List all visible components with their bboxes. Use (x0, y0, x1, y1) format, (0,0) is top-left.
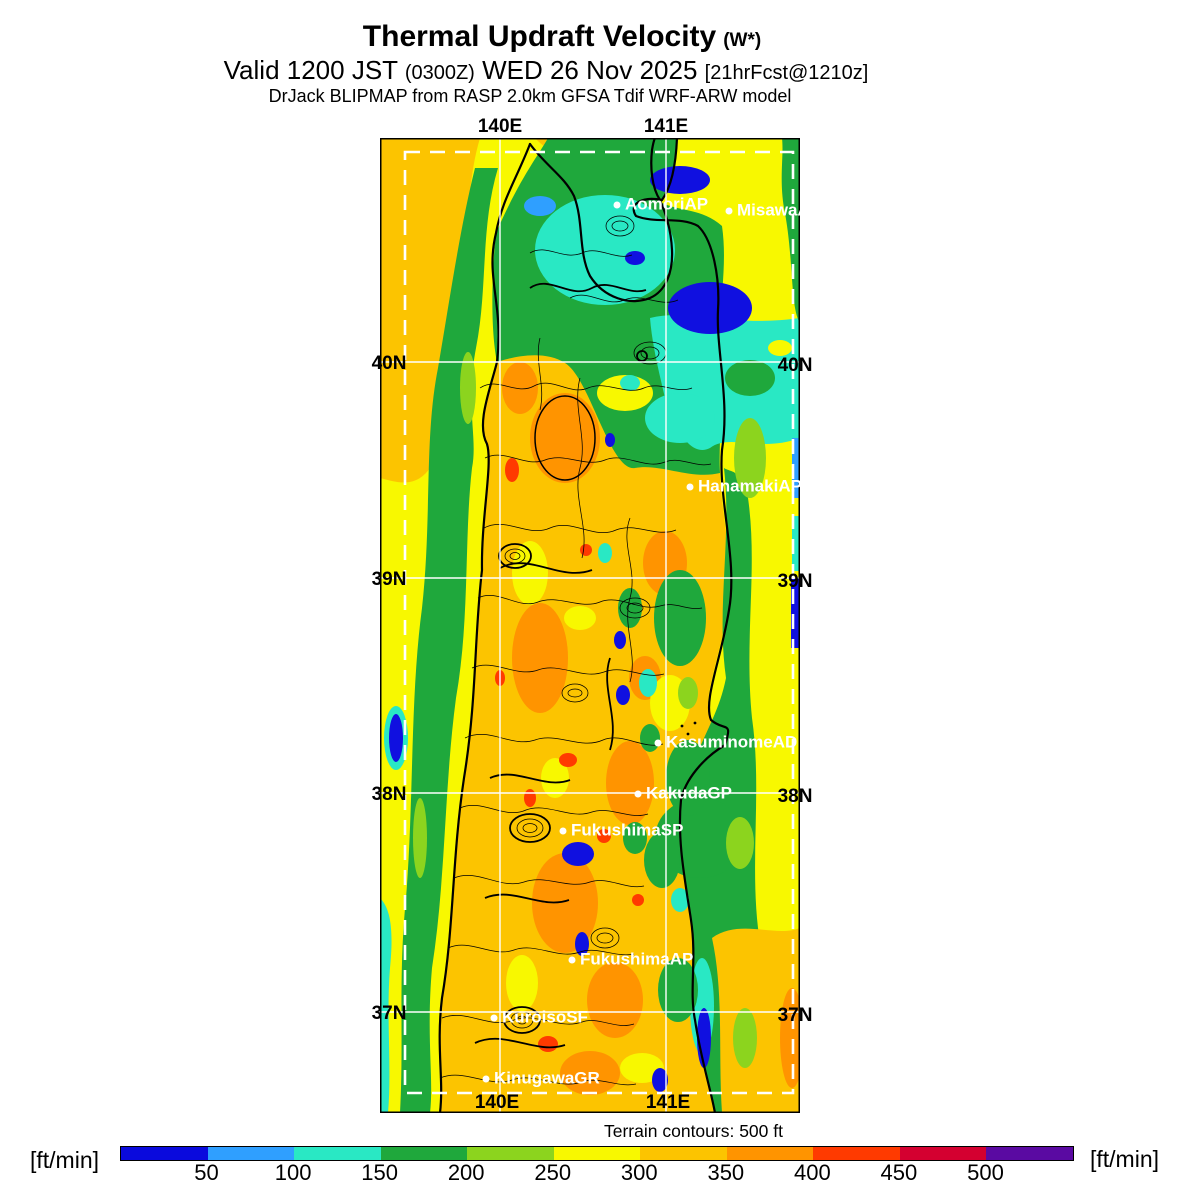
terrain-contour-note: Terrain contours: 500 ft (604, 1121, 783, 1141)
colorbar-segment-9 (899, 1147, 987, 1160)
lon-label-top: 140E (477, 116, 523, 137)
station-dot (686, 483, 694, 491)
station-dot (559, 827, 567, 835)
page-title: Thermal Updraft Velocity (W*) (363, 20, 761, 54)
valid-zulu: (0300Z) (404, 62, 475, 84)
station-dot (654, 739, 662, 747)
colorbar-tick: 400 (794, 1160, 831, 1185)
colorbar-tick: 100 (274, 1160, 312, 1185)
station-label: KinugawaGR (494, 1068, 600, 1088)
colorbar-segment-7 (726, 1147, 814, 1160)
map-area: AomoriAP MisawaAB HanamakiAP KasuminomeAD Ka… (380, 138, 800, 1113)
station-label: HanamakiAP (698, 476, 800, 496)
colorbar-tick: 250 (534, 1160, 572, 1185)
colorbar-tick: 150 (361, 1160, 398, 1185)
colorbar-segment-5 (553, 1147, 641, 1160)
colorbar-tick: 200 (447, 1160, 485, 1185)
colorbar-tick: 500 (967, 1160, 1004, 1185)
station-label: MisawaAB (737, 200, 800, 220)
station-layer: AomoriAP MisawaAB HanamakiAP KasuminomeAD Ka… (380, 138, 800, 1113)
map-canvas (380, 138, 800, 1113)
station-label: KuroisoSF (502, 1007, 588, 1027)
colorbar-tick: 50 (194, 1160, 219, 1185)
colorbar (120, 1146, 1074, 1161)
station-label: KakudaGP (646, 783, 732, 803)
colorbar-segment-0 (121, 1147, 208, 1160)
colorbar-units-right: [ft/min] (1090, 1146, 1160, 1172)
station-dot (613, 201, 621, 209)
lat-label-right: 39N (777, 571, 813, 592)
lat-label-right: 40N (777, 355, 813, 376)
lat-label-right: 37N (777, 1005, 813, 1026)
station-dot (482, 1075, 490, 1083)
colorbar-tick: 300 (620, 1160, 658, 1185)
valid-forecast: [21hrFcst@1210z] (704, 62, 869, 84)
colorbar-tick: 450 (880, 1160, 918, 1185)
valid-prefix: Valid 1200 JST (223, 55, 398, 85)
colorbar-units-left: [ft/min] (30, 1147, 100, 1173)
title-text: Thermal Updraft Velocity (362, 20, 717, 53)
station-label: FukushimaSP (571, 820, 684, 840)
lat-label-left: 38N (371, 784, 407, 805)
colorbar-segment-4 (467, 1147, 554, 1160)
lat-label-left: 39N (371, 569, 407, 590)
colorbar-segment-10 (986, 1147, 1074, 1160)
station-label: FukushimaAP (580, 949, 694, 969)
colorbar-segment-8 (813, 1147, 900, 1160)
colorbar-segment-1 (207, 1147, 295, 1160)
model-line: DrJack BLIPMAP from RASP 2.0km GFSA Tdif… (268, 86, 792, 106)
station-label: AomoriAP (625, 194, 709, 214)
colorbar-tick: 350 (707, 1160, 745, 1185)
title-variable: (W*) (723, 30, 762, 51)
station-dot (490, 1014, 498, 1022)
colorbar-segment-3 (380, 1147, 468, 1160)
colorbar-segment-6 (640, 1147, 727, 1160)
valid-time-line: Valid 1200 JST (0300Z) WED 26 Nov 2025 [… (224, 55, 869, 86)
station-label: KasuminomeAD (666, 732, 798, 752)
lon-label-top: 141E (643, 116, 689, 137)
lat-label-right: 38N (777, 786, 813, 807)
valid-date: WED 26 Nov 2025 (482, 55, 698, 85)
lon-label-bottom: 141E (645, 1092, 691, 1113)
colorbar-segment-2 (294, 1147, 381, 1160)
station-dot (634, 790, 642, 798)
station-dot (568, 956, 576, 964)
lat-label-left: 40N (371, 353, 407, 374)
station-dot (725, 207, 733, 215)
lon-label-bottom: 140E (474, 1092, 520, 1113)
lat-label-left: 37N (371, 1003, 407, 1024)
